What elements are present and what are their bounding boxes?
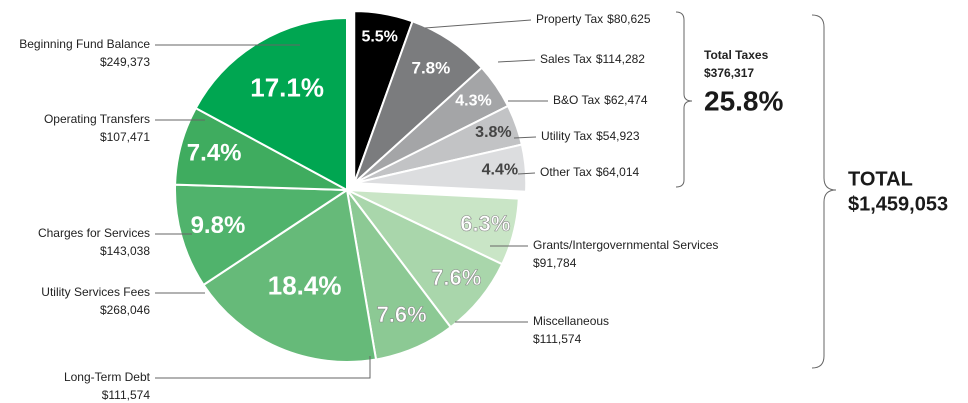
slice-name: Utility Tax xyxy=(541,129,592,143)
slice-amount: $54,923 xyxy=(596,129,640,143)
slice-name: Charges for Services xyxy=(38,226,150,240)
slice-name: Utility Services Fees xyxy=(41,285,150,299)
percent-label: 3.8% xyxy=(475,124,511,141)
percent-label: 7.6% xyxy=(377,302,427,327)
percent-label: 9.8% xyxy=(191,212,246,239)
slice-name: B&O Tax xyxy=(553,93,600,107)
total-title: TOTAL xyxy=(848,168,913,190)
percent-label: 7.4% xyxy=(187,139,242,166)
slice-amount: $111,574 xyxy=(533,332,582,346)
pie-slice xyxy=(354,143,528,193)
total-bracket xyxy=(811,14,837,369)
taxes-percent: 25.8% xyxy=(704,85,783,116)
slice-label: Property Tax $80,625 xyxy=(536,12,651,26)
slice-name: Other Tax xyxy=(540,165,592,179)
percent-label: 6.3% xyxy=(460,211,510,236)
slice-name: Property Tax xyxy=(536,12,603,26)
slice-name: Operating Transfers xyxy=(44,112,150,126)
slice-amount: $80,625 xyxy=(607,12,651,26)
leader-line xyxy=(155,356,371,379)
percent-label: 17.1% xyxy=(250,72,324,102)
total-amount: $1,459,053 xyxy=(848,193,948,215)
percent-label: 7.6% xyxy=(431,265,481,290)
leader-line xyxy=(513,136,537,139)
slice-label: Other Tax $64,014 xyxy=(540,165,640,179)
pie-slice xyxy=(194,16,348,192)
leader-line xyxy=(517,172,536,175)
slice-name: Miscellaneous xyxy=(533,314,609,328)
percent-label: 4.3% xyxy=(455,93,491,110)
slice-label: B&O Tax $62,474 xyxy=(553,93,648,107)
slice-amount: $107,471 xyxy=(100,130,150,144)
slice-amount: $111,574 xyxy=(102,388,151,402)
slice-name: Grants/Intergovernmental Services xyxy=(533,238,718,252)
slice-label: Sales Tax $114,282 xyxy=(540,52,645,66)
slice-amount: $62,474 xyxy=(604,93,648,107)
slice-name: Sales Tax xyxy=(540,52,592,66)
slice-amount: $91,784 xyxy=(533,256,577,270)
leader-line xyxy=(424,19,532,29)
pie-slice xyxy=(174,183,351,287)
slice-amount: $64,014 xyxy=(596,165,640,179)
percent-label: 5.5% xyxy=(361,29,397,46)
percent-label: 7.8% xyxy=(411,58,450,77)
taxes-amount: $376,317 xyxy=(704,66,754,80)
slice-label: Utility Tax $54,923 xyxy=(541,129,640,143)
percent-label: 4.4% xyxy=(482,161,518,178)
leader-line xyxy=(497,59,536,63)
slice-name: Beginning Fund Balance xyxy=(19,37,150,51)
slice-name: Long-Term Debt xyxy=(64,370,151,384)
slice-amount: $249,373 xyxy=(100,55,150,69)
slice-amount: $114,282 xyxy=(596,52,645,66)
taxes-title: Total Taxes xyxy=(704,48,769,62)
slice-amount: $143,038 xyxy=(100,244,150,258)
percent-label: 18.4% xyxy=(268,271,342,301)
slice-amount: $268,046 xyxy=(100,303,150,317)
taxes-bracket xyxy=(675,11,693,188)
pie-slice xyxy=(202,188,378,363)
